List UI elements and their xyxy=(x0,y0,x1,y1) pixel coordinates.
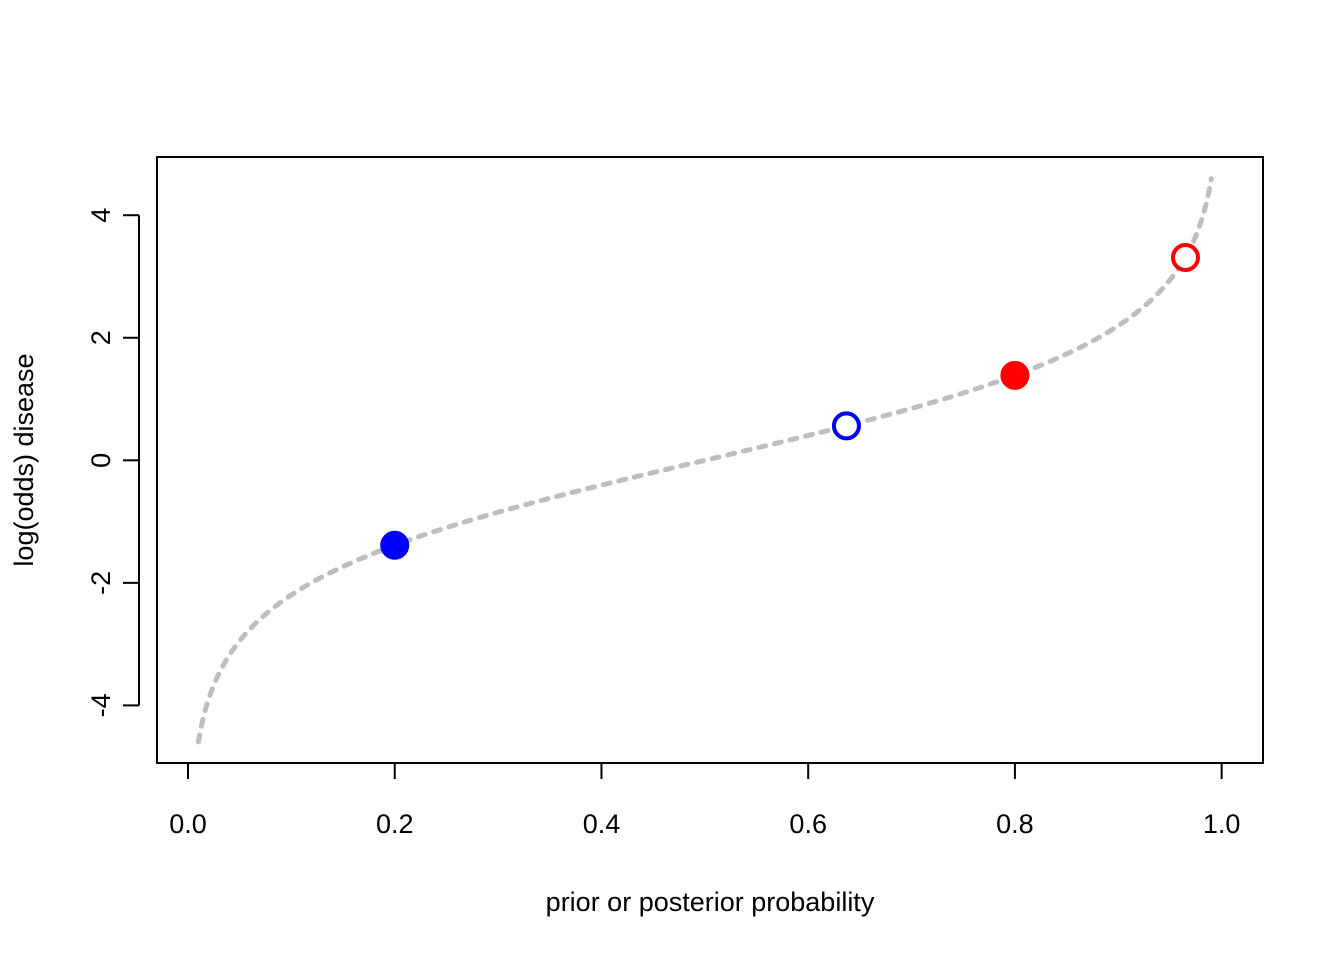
data-point-3 xyxy=(1000,360,1030,390)
y-axis-title: log(odds) disease xyxy=(9,353,39,566)
data-point-4 xyxy=(1170,242,1200,272)
y-axis: -4 -2 0 2 4 xyxy=(86,208,140,717)
y-tick-label: -2 xyxy=(86,571,116,595)
x-tick-label: 0.8 xyxy=(996,809,1034,839)
x-axis-title: prior or posterior probability xyxy=(546,887,875,917)
x-tick-label: 0.4 xyxy=(583,809,621,839)
data-point-2 xyxy=(831,411,861,441)
data-points xyxy=(380,242,1200,560)
y-tick-label: 4 xyxy=(86,208,116,223)
y-tick-label: -4 xyxy=(86,693,116,717)
x-tick-label: 1.0 xyxy=(1203,809,1241,839)
x-tick-label: 0.6 xyxy=(789,809,827,839)
x-axis: 0.0 0.2 0.4 0.6 0.8 1.0 xyxy=(169,762,1241,839)
y-tick-label: 0 xyxy=(86,453,116,468)
data-point-1 xyxy=(380,530,410,560)
logit-curve xyxy=(195,176,1214,745)
x-tick-label: 0.2 xyxy=(376,809,414,839)
x-tick-label: 0.0 xyxy=(169,809,207,839)
plot-frame xyxy=(156,156,1264,764)
y-tick-label: 2 xyxy=(86,330,116,345)
